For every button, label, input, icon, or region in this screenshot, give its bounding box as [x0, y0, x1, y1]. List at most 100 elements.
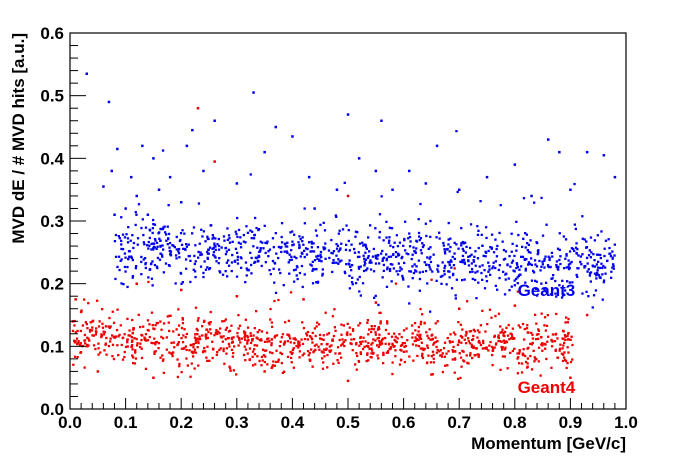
data-point	[398, 241, 402, 244]
data-point	[223, 319, 226, 323]
data-point	[463, 261, 466, 264]
data-point	[355, 368, 358, 371]
data-point	[385, 285, 389, 288]
data-point	[515, 249, 518, 252]
data-point	[454, 350, 457, 353]
data-point	[362, 244, 365, 247]
data-point	[451, 349, 454, 352]
data-point	[152, 248, 155, 251]
data-point	[205, 333, 208, 336]
data-point	[131, 234, 134, 237]
data-point	[518, 350, 521, 353]
data-point	[429, 361, 433, 364]
data-point	[445, 352, 448, 355]
data-point	[327, 249, 331, 252]
data-point	[609, 255, 613, 258]
data-point	[349, 333, 352, 336]
data-point	[554, 332, 558, 336]
data-point	[120, 239, 123, 242]
data-point	[521, 352, 524, 355]
data-point	[408, 232, 411, 235]
data-point	[440, 282, 443, 285]
data-point	[438, 231, 441, 234]
data-point	[120, 243, 123, 246]
data-point	[131, 354, 134, 357]
data-point	[115, 328, 119, 332]
data-point	[583, 266, 586, 269]
data-point	[340, 333, 343, 336]
data-point	[479, 200, 482, 203]
data-point	[357, 324, 360, 327]
data-point	[564, 289, 567, 292]
data-point	[515, 267, 518, 270]
data-point	[230, 341, 234, 344]
data-point	[271, 237, 275, 240]
data-point	[101, 326, 105, 329]
data-point	[75, 337, 79, 340]
data-point	[447, 350, 450, 353]
data-point	[253, 353, 257, 356]
data-point	[150, 311, 154, 314]
data-point	[176, 375, 179, 379]
data-point	[429, 246, 432, 249]
data-point	[370, 325, 373, 328]
data-point	[539, 269, 542, 272]
data-point	[411, 343, 415, 346]
data-point	[373, 325, 376, 328]
data-point	[391, 263, 394, 266]
data-point	[269, 307, 272, 311]
data-point	[141, 218, 144, 221]
data-point	[301, 342, 305, 346]
data-point	[194, 260, 197, 263]
data-point	[211, 237, 214, 240]
data-point	[171, 352, 174, 356]
data-point	[505, 326, 508, 329]
data-point	[146, 339, 150, 342]
data-point	[506, 264, 509, 267]
data-point	[468, 246, 472, 250]
data-point	[156, 266, 159, 270]
data-point	[354, 282, 358, 285]
data-point	[152, 376, 155, 379]
data-point	[310, 264, 313, 267]
data-point	[177, 308, 180, 311]
data-point	[112, 321, 116, 324]
data-point	[169, 252, 172, 255]
data-point	[544, 329, 547, 332]
data-point	[212, 347, 215, 350]
data-point	[511, 259, 515, 262]
data-point	[530, 263, 533, 267]
data-point	[599, 256, 602, 260]
data-point	[444, 364, 447, 367]
data-point	[177, 341, 180, 344]
data-point	[503, 330, 507, 334]
data-point	[519, 273, 522, 276]
data-point	[389, 255, 393, 258]
data-point	[515, 220, 518, 223]
data-point	[466, 361, 469, 364]
data-point	[612, 267, 615, 270]
data-point	[500, 345, 503, 349]
data-point	[443, 270, 446, 273]
data-point	[291, 240, 294, 243]
data-point	[385, 236, 388, 239]
data-point	[306, 350, 310, 353]
data-point	[336, 346, 340, 349]
data-point	[374, 254, 378, 257]
data-point	[378, 333, 381, 336]
data-point	[346, 113, 350, 116]
data-point	[477, 229, 480, 232]
data-point	[324, 311, 327, 314]
data-point	[223, 239, 226, 242]
data-point	[304, 247, 308, 250]
data-point	[453, 252, 456, 255]
data-point	[280, 245, 283, 249]
data-point	[463, 262, 467, 265]
data-point	[159, 239, 162, 242]
data-point	[488, 344, 491, 347]
data-point	[307, 354, 310, 357]
data-point	[321, 272, 324, 275]
data-point	[269, 273, 272, 276]
data-point	[270, 344, 273, 347]
